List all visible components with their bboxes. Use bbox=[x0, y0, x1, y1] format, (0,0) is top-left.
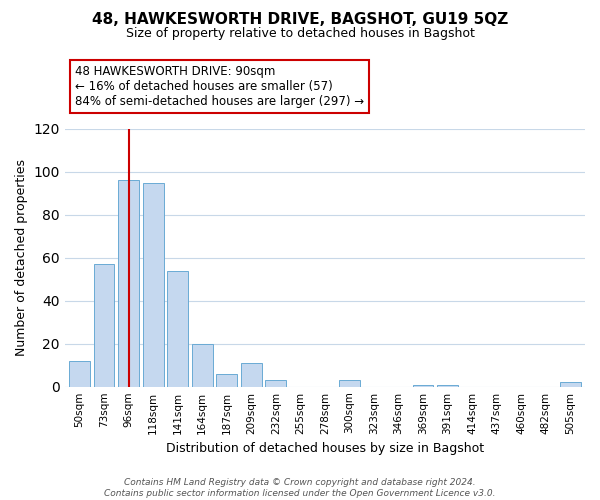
Bar bbox=[217, 374, 237, 386]
Bar bbox=[413, 384, 433, 386]
Bar bbox=[192, 344, 212, 386]
Bar bbox=[118, 180, 139, 386]
Bar bbox=[265, 380, 286, 386]
X-axis label: Distribution of detached houses by size in Bagshot: Distribution of detached houses by size … bbox=[166, 442, 484, 455]
Y-axis label: Number of detached properties: Number of detached properties bbox=[15, 159, 28, 356]
Text: 48, HAWKESWORTH DRIVE, BAGSHOT, GU19 5QZ: 48, HAWKESWORTH DRIVE, BAGSHOT, GU19 5QZ bbox=[92, 12, 508, 28]
Text: 48 HAWKESWORTH DRIVE: 90sqm
← 16% of detached houses are smaller (57)
84% of sem: 48 HAWKESWORTH DRIVE: 90sqm ← 16% of det… bbox=[75, 65, 364, 108]
Text: Size of property relative to detached houses in Bagshot: Size of property relative to detached ho… bbox=[125, 28, 475, 40]
Bar bbox=[339, 380, 360, 386]
Bar bbox=[437, 384, 458, 386]
Bar bbox=[560, 382, 581, 386]
Bar bbox=[69, 361, 90, 386]
Bar bbox=[241, 363, 262, 386]
Bar bbox=[94, 264, 115, 386]
Text: Contains HM Land Registry data © Crown copyright and database right 2024.
Contai: Contains HM Land Registry data © Crown c… bbox=[104, 478, 496, 498]
Bar bbox=[143, 182, 164, 386]
Bar bbox=[167, 270, 188, 386]
